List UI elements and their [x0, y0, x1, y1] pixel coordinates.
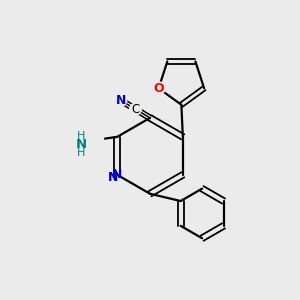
Circle shape: [152, 82, 165, 95]
Text: O: O: [153, 82, 164, 95]
Circle shape: [130, 103, 141, 115]
Text: C: C: [131, 103, 140, 116]
Circle shape: [115, 94, 127, 106]
Text: H: H: [77, 148, 86, 158]
Text: H: H: [77, 131, 86, 141]
Text: N: N: [108, 171, 118, 184]
Text: N: N: [76, 138, 87, 151]
Circle shape: [111, 168, 124, 181]
Text: N: N: [116, 94, 126, 107]
Text: N: N: [112, 168, 122, 181]
Bar: [70, 131, 103, 156]
